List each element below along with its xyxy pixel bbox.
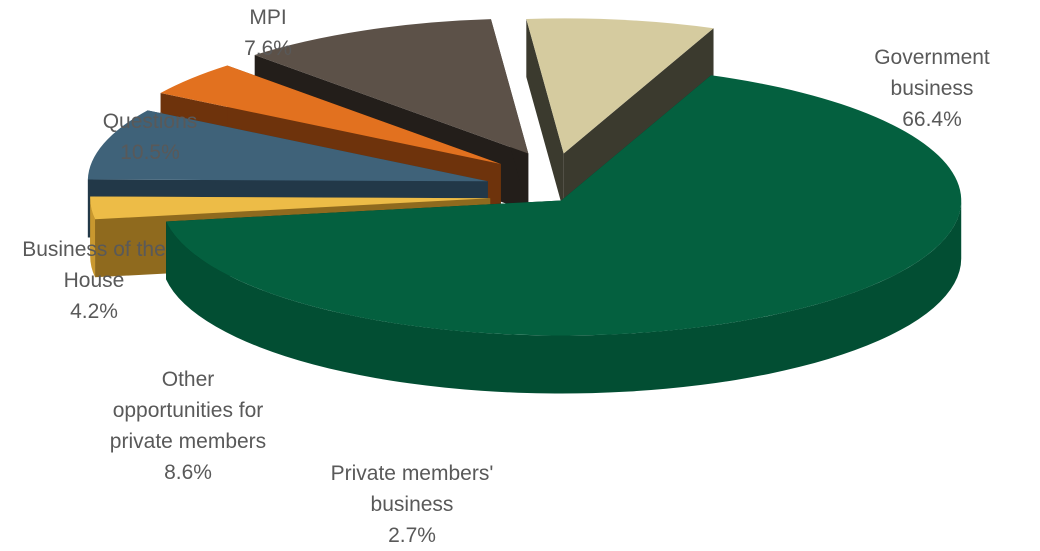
slice-top bbox=[254, 19, 529, 154]
slice-side bbox=[90, 198, 96, 278]
label-questions: Questions 10.5% bbox=[102, 110, 198, 164]
label-other-opportunities: Other opportunities for private members … bbox=[109, 368, 267, 484]
slice-wall bbox=[526, 19, 564, 212]
slice-top bbox=[526, 18, 714, 154]
label-mpi: MPI 7.6% bbox=[244, 6, 292, 60]
slice-top bbox=[160, 65, 501, 164]
slice-mpi bbox=[526, 18, 714, 212]
label-government-business: Government business 66.4% bbox=[874, 46, 990, 131]
slice-top bbox=[87, 110, 488, 182]
slice-government-business bbox=[166, 75, 962, 394]
slice-side bbox=[166, 200, 962, 394]
label-business-of-the-house: Business of the House 4.2% bbox=[22, 238, 166, 323]
slice-wall bbox=[563, 28, 714, 212]
slice-top bbox=[90, 196, 491, 220]
label-private-members-business: Private members' business 2.7% bbox=[330, 462, 494, 547]
slice-top bbox=[166, 75, 962, 336]
